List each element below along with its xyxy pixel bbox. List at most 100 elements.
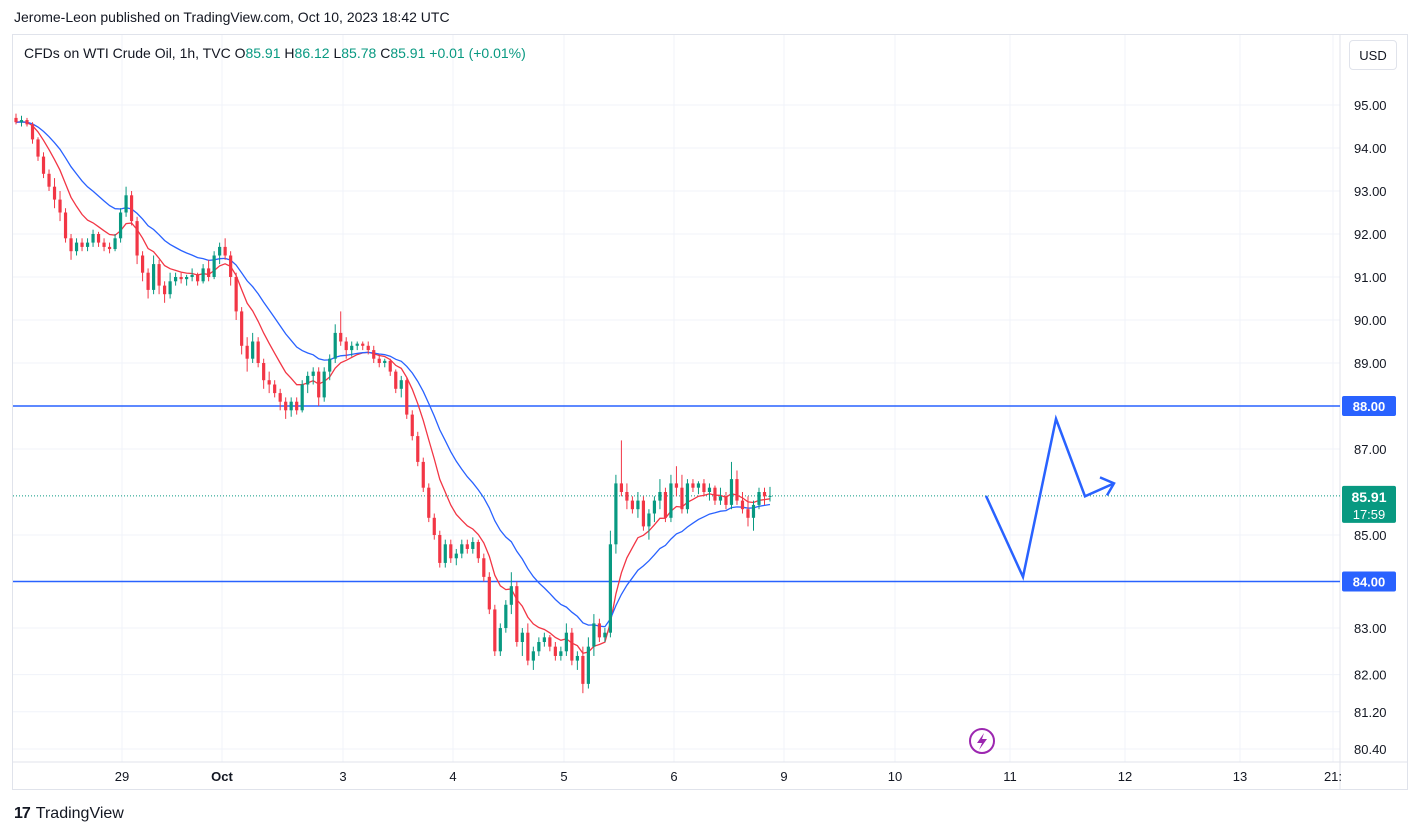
chart-grid — [13, 35, 1407, 790]
y-tick-label: 87.00 — [1354, 442, 1387, 457]
candle — [311, 367, 315, 385]
time-axis: 29 Oct 3 4 5 6 9 10 11 12 13 21: — [115, 769, 1342, 784]
candle — [762, 487, 767, 505]
open-value: 85.91 — [245, 45, 281, 61]
candle — [707, 483, 712, 501]
candle — [449, 539, 453, 563]
candle — [218, 242, 222, 265]
candle — [570, 628, 574, 666]
moving-average-slow — [15, 121, 771, 628]
candle — [735, 470, 739, 505]
x-tick-label: 10 — [888, 769, 902, 784]
candle — [366, 341, 370, 355]
candle — [267, 371, 271, 394]
candle — [47, 169, 51, 191]
candle — [146, 268, 150, 299]
candle — [36, 137, 40, 161]
candle — [91, 229, 95, 247]
candle — [328, 354, 332, 381]
x-tick-label: 3 — [339, 769, 346, 784]
y-tick-label: 94.00 — [1354, 141, 1387, 156]
candle — [355, 341, 359, 351]
candle — [636, 492, 640, 518]
level-price-tag — [1342, 571, 1396, 592]
publisher-caption: Jerome-Leon published on TradingView.com… — [14, 9, 450, 25]
candle — [471, 537, 475, 554]
high-label: H — [284, 45, 295, 61]
x-tick-label: 13 — [1233, 769, 1247, 784]
forecast-arrowhead — [1099, 476, 1116, 497]
x-tick-label: 6 — [670, 769, 677, 784]
currency-button[interactable]: USD — [1349, 40, 1397, 70]
candle — [350, 341, 354, 357]
candle — [85, 238, 90, 252]
level-price-text: 88.00 — [1353, 399, 1386, 414]
candle — [608, 530, 612, 638]
candle — [196, 272, 200, 286]
close-label: C — [380, 45, 391, 61]
candle — [207, 259, 211, 282]
candle — [52, 178, 57, 209]
brand-name: TradingView — [35, 805, 124, 822]
candle — [416, 431, 420, 467]
candle — [300, 380, 304, 413]
candle — [680, 474, 684, 514]
symbol-name: CFDs on WTI Crude Oil, 1h, TVC — [24, 45, 231, 61]
y-tick-label: 83.00 — [1354, 621, 1387, 636]
candle — [162, 281, 167, 303]
candle — [129, 191, 134, 226]
countdown-text: 17:59 — [1353, 507, 1386, 522]
candle — [526, 623, 530, 666]
candle — [273, 380, 277, 398]
price-tags: 88.00 84.00 85.91 17:59 — [1342, 396, 1396, 592]
candle — [102, 238, 106, 252]
lightning-icon[interactable] — [969, 728, 995, 754]
y-tick-label: 80.40 — [1354, 742, 1387, 757]
candle — [14, 113, 18, 125]
candle — [586, 637, 590, 689]
x-tick-label: 12 — [1118, 769, 1132, 784]
candle — [614, 474, 618, 554]
candle — [696, 481, 701, 495]
candle — [30, 122, 35, 144]
candle — [234, 272, 238, 320]
candle — [245, 337, 249, 372]
candle — [201, 264, 205, 284]
candlesticks — [14, 113, 772, 694]
candle — [394, 369, 398, 394]
candle — [427, 483, 431, 523]
y-tick-label: 89.00 — [1354, 356, 1387, 371]
candle — [107, 242, 112, 254]
moving-average-fast — [15, 121, 771, 655]
candle — [58, 191, 62, 222]
candle — [718, 487, 723, 505]
candle — [630, 496, 635, 514]
candle — [306, 371, 310, 394]
candle — [229, 251, 233, 286]
candle — [168, 272, 172, 299]
candle — [454, 548, 458, 566]
forecast-zigzag — [984, 414, 1115, 581]
y-tick-label: 90.00 — [1354, 313, 1387, 328]
candle — [185, 274, 189, 286]
candle — [251, 332, 255, 363]
candle — [278, 388, 282, 411]
candle — [223, 238, 227, 260]
candle — [746, 496, 750, 527]
candle — [383, 358, 387, 368]
candle — [493, 604, 497, 656]
candle — [25, 117, 29, 127]
candle — [157, 259, 161, 295]
candle — [135, 216, 139, 265]
change-value: +0.01 (+0.01%) — [429, 45, 526, 61]
candle — [96, 231, 101, 247]
candle — [410, 410, 414, 441]
candle — [685, 479, 690, 514]
candle — [438, 530, 442, 568]
candle — [751, 500, 756, 531]
x-tick-label: 21: — [1324, 769, 1342, 784]
y-tick-label: 92.00 — [1354, 227, 1387, 242]
y-tick-label: 85.00 — [1354, 528, 1387, 543]
candle — [768, 486, 772, 502]
